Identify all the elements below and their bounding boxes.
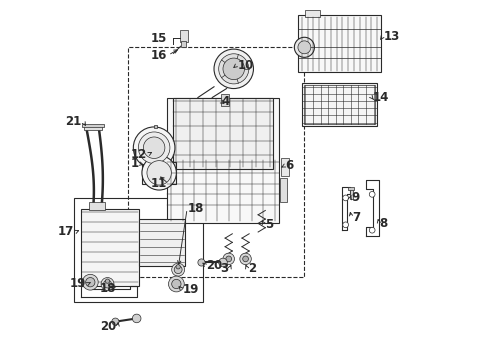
Circle shape [85, 278, 95, 287]
Text: 18: 18 [187, 202, 204, 215]
Circle shape [142, 156, 176, 190]
Circle shape [198, 259, 204, 266]
Text: 19: 19 [69, 278, 86, 291]
Circle shape [143, 137, 164, 158]
Text: 11: 11 [150, 177, 166, 190]
Text: 5: 5 [264, 218, 273, 231]
Circle shape [101, 278, 114, 291]
Text: 14: 14 [372, 91, 388, 104]
Circle shape [297, 41, 310, 54]
Bar [83, 125, 102, 130]
Text: 1: 1 [130, 157, 139, 170]
Text: 8: 8 [379, 216, 387, 230]
Text: 9: 9 [350, 192, 359, 204]
Text: 10: 10 [237, 59, 253, 72]
Circle shape [239, 253, 251, 265]
Circle shape [242, 256, 248, 262]
Bar [181, 41, 186, 47]
Circle shape [368, 192, 374, 197]
Text: 16: 16 [150, 49, 166, 62]
Circle shape [105, 279, 109, 283]
Text: 17: 17 [58, 225, 74, 238]
Bar [303, 85, 375, 125]
Text: 15: 15 [150, 32, 166, 45]
Text: 2: 2 [247, 262, 256, 275]
Circle shape [294, 37, 314, 57]
Bar [301, 83, 376, 126]
Circle shape [342, 195, 348, 201]
Circle shape [147, 161, 171, 185]
Bar [298, 15, 380, 72]
Bar [142, 162, 176, 184]
Circle shape [225, 256, 231, 262]
Circle shape [218, 258, 227, 267]
Text: 18: 18 [100, 282, 116, 295]
Circle shape [112, 318, 119, 325]
Circle shape [103, 280, 111, 288]
Circle shape [223, 58, 244, 80]
Text: 7: 7 [351, 211, 360, 224]
Bar [81, 209, 139, 286]
Circle shape [132, 314, 141, 323]
Circle shape [342, 222, 348, 228]
Bar [128, 47, 303, 277]
Bar [348, 187, 353, 190]
Text: 4: 4 [221, 95, 229, 108]
Bar [281, 158, 289, 176]
Circle shape [174, 266, 182, 274]
Circle shape [168, 276, 184, 292]
Text: 6: 6 [285, 159, 293, 172]
Bar [349, 189, 352, 199]
Bar [153, 125, 156, 129]
Text: 20: 20 [206, 259, 222, 272]
Circle shape [171, 279, 181, 289]
Bar [305, 10, 319, 17]
Bar [280, 178, 286, 202]
Text: 12: 12 [130, 148, 147, 161]
Text: 13: 13 [383, 30, 399, 43]
Bar [167, 98, 278, 223]
Circle shape [368, 227, 374, 233]
Circle shape [138, 132, 169, 163]
Bar [88, 202, 104, 211]
Bar [82, 124, 104, 127]
Circle shape [176, 265, 180, 269]
Text: 21: 21 [65, 115, 81, 128]
Circle shape [214, 49, 253, 89]
Circle shape [223, 253, 234, 265]
Text: 20: 20 [100, 320, 116, 333]
Text: 19: 19 [182, 283, 199, 296]
Bar [221, 94, 228, 107]
Circle shape [218, 54, 248, 84]
Text: 3: 3 [220, 262, 228, 275]
Circle shape [82, 274, 98, 290]
Bar [172, 98, 273, 169]
Circle shape [133, 127, 175, 168]
Circle shape [171, 263, 184, 276]
Bar [139, 220, 185, 266]
Bar [180, 31, 187, 42]
Bar [74, 198, 203, 302]
